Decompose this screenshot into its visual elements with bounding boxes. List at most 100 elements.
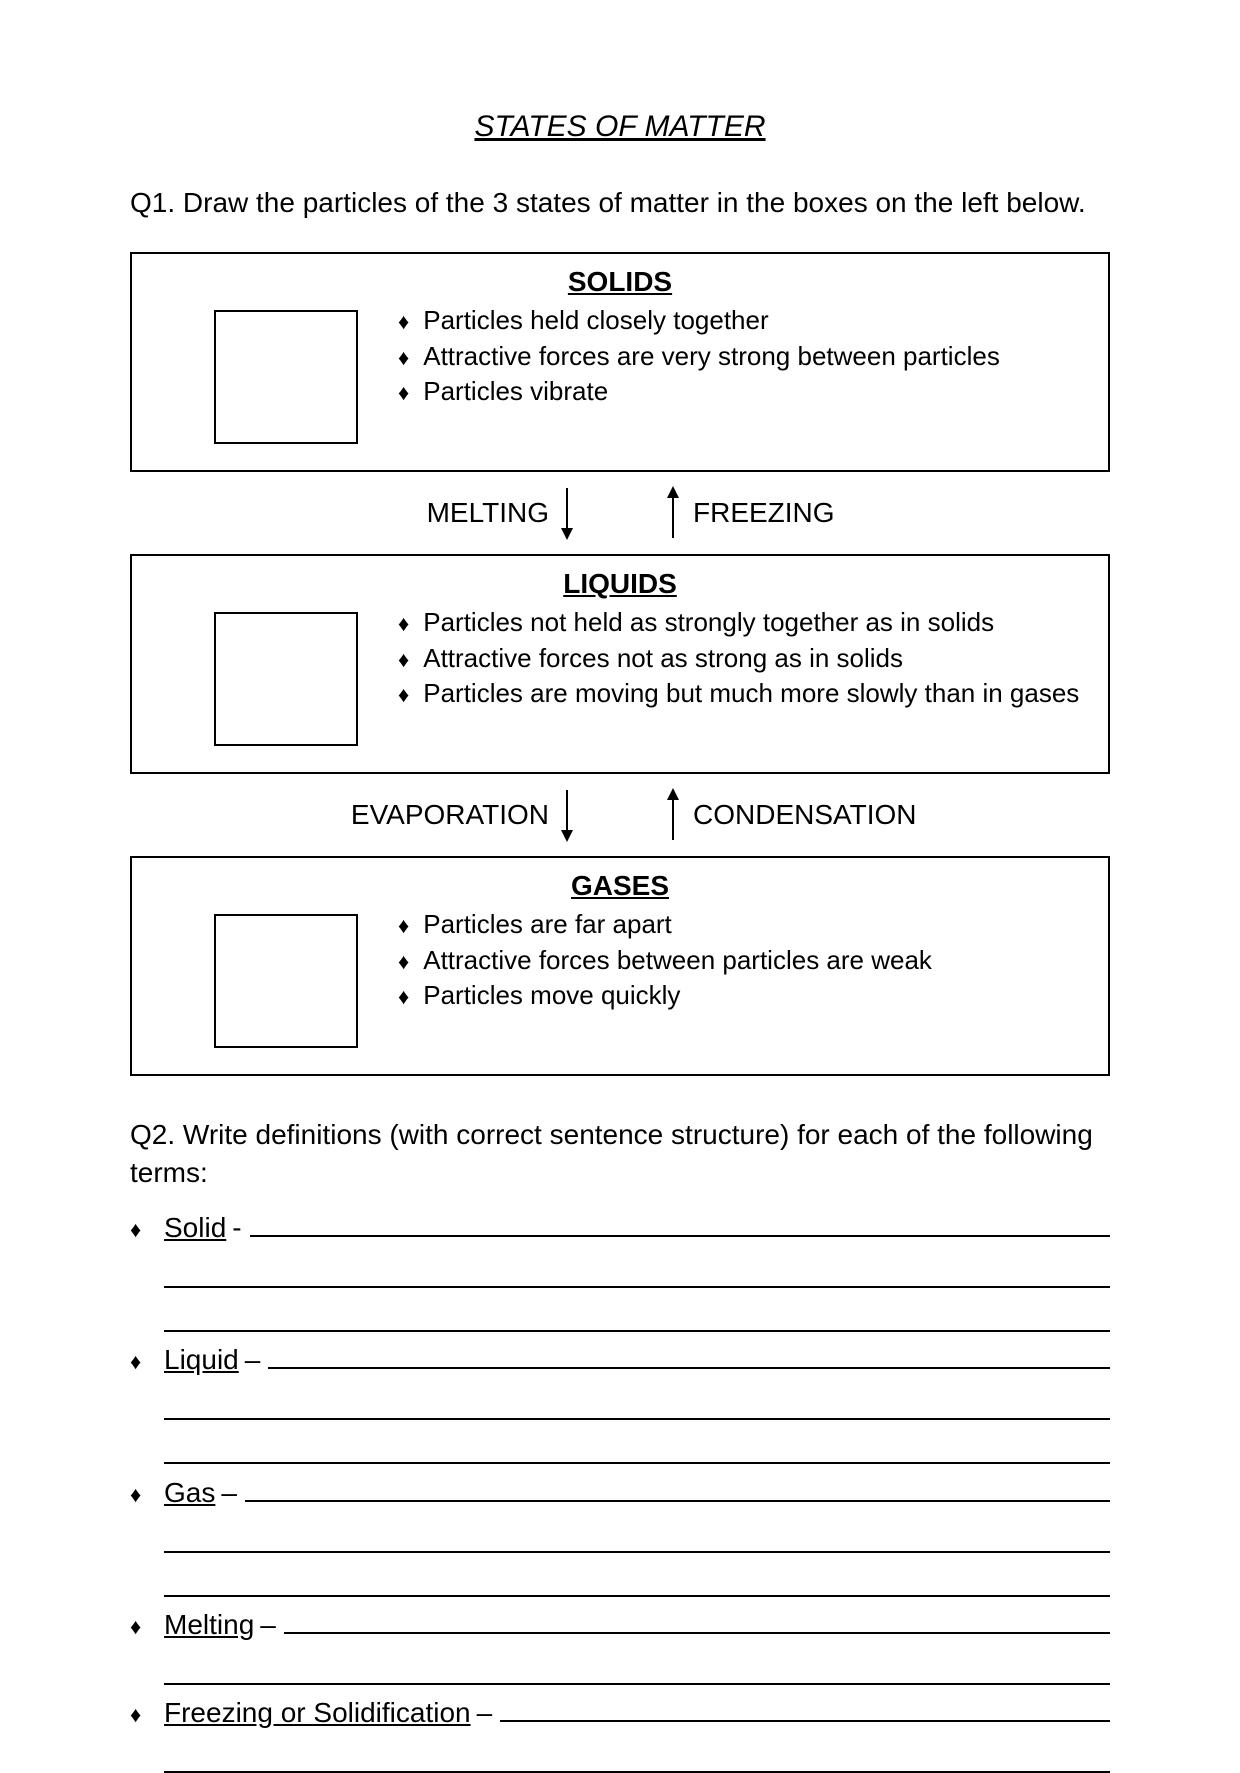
definition-term: Gas	[164, 1477, 215, 1509]
definition-separator: –	[221, 1477, 237, 1509]
definition-melting: ♦ Melting –	[130, 1603, 1110, 1685]
definition-term: Solid	[164, 1212, 226, 1244]
bullet-text: Attractive forces not as strong as in so…	[423, 642, 903, 676]
diamond-icon: ♦	[398, 645, 409, 676]
bullet-item: ♦ Particles held closely together	[398, 304, 1086, 338]
transition-freezing: FREEZING	[665, 486, 945, 540]
fill-line[interactable]	[164, 1384, 1110, 1420]
bullet-text: Attractive forces are very strong betwee…	[423, 340, 1000, 374]
transition-evaporation: EVAPORATION	[295, 788, 575, 842]
fill-line[interactable]	[164, 1649, 1110, 1685]
diamond-icon: ♦	[130, 1349, 164, 1375]
definition-liquid: ♦ Liquid –	[130, 1338, 1110, 1464]
definition-separator: –	[245, 1344, 261, 1376]
fill-line[interactable]	[164, 1296, 1110, 1332]
bullets-gases: ♦ Particles are far apart ♦ Attractive for…	[398, 906, 1086, 1015]
bullet-item: ♦ Particles move quickly	[398, 979, 1086, 1013]
fill-line[interactable]	[284, 1603, 1110, 1634]
fill-line[interactable]	[164, 1737, 1110, 1773]
bullet-item: ♦ Particles vibrate	[398, 375, 1086, 409]
transition-label: MELTING	[427, 497, 549, 529]
definition-separator: –	[477, 1697, 493, 1729]
state-box-gases: GASES ♦ Particles are far apart ♦ Attracti…	[130, 856, 1110, 1076]
diamond-icon: ♦	[130, 1702, 164, 1728]
transition-row-2: EVAPORATION CONDENSATION	[130, 774, 1110, 856]
transition-condensation: CONDENSATION	[665, 788, 945, 842]
fill-line[interactable]	[500, 1691, 1110, 1722]
fill-line[interactable]	[245, 1470, 1110, 1501]
bullet-text: Attractive forces between particles are …	[423, 944, 932, 978]
worksheet-page: STATES OF MATTER Q1. Draw the particles …	[0, 0, 1240, 1754]
draw-box-gases[interactable]	[214, 914, 358, 1048]
definition-line: ♦ Liquid –	[130, 1338, 1110, 1376]
transition-label: EVAPORATION	[351, 799, 549, 831]
state-box-solids: SOLIDS ♦ Particles held closely together …	[130, 252, 1110, 472]
diamond-icon: ♦	[398, 307, 409, 338]
arrow-down-icon	[559, 788, 575, 842]
definition-freezing: ♦ Freezing or Solidification –	[130, 1691, 1110, 1773]
bullet-item: ♦ Attractive forces are very strong betwe…	[398, 340, 1086, 374]
diamond-icon: ♦	[398, 609, 409, 640]
definition-line: ♦ Melting –	[130, 1603, 1110, 1641]
state-body-liquids: ♦ Particles not held as strongly together…	[154, 604, 1086, 754]
bullet-text: Particles vibrate	[423, 375, 608, 409]
state-body-solids: ♦ Particles held closely together ♦ Attrac…	[154, 302, 1086, 452]
bullet-text: Particles not held as strongly together …	[423, 606, 994, 640]
state-heading-liquids: LIQUIDS	[154, 568, 1086, 600]
bullet-item: ♦ Attractive forces not as strong as in s…	[398, 642, 1086, 676]
state-heading-gases: GASES	[154, 870, 1086, 902]
question-1: Q1. Draw the particles of the 3 states o…	[130, 184, 1110, 222]
state-box-liquids: LIQUIDS ♦ Particles not held as strongly …	[130, 554, 1110, 774]
arrow-up-icon	[665, 788, 681, 842]
bullet-item: ♦ Particles are moving but much more slow…	[398, 677, 1086, 711]
definition-solid: ♦ Solid -	[130, 1205, 1110, 1331]
fill-line[interactable]	[164, 1517, 1110, 1553]
definition-line: ♦ Solid -	[130, 1205, 1110, 1243]
state-body-gases: ♦ Particles are far apart ♦ Attractive for…	[154, 906, 1086, 1056]
fill-line[interactable]	[268, 1338, 1110, 1369]
arrow-up-icon	[665, 486, 681, 540]
diamond-icon: ♦	[398, 680, 409, 711]
diamond-icon: ♦	[130, 1217, 164, 1243]
diamond-icon: ♦	[398, 378, 409, 409]
definition-line: ♦ Gas –	[130, 1470, 1110, 1508]
definition-separator: –	[260, 1609, 276, 1641]
page-title: STATES OF MATTER	[130, 110, 1110, 144]
bullet-text: Particles are far apart	[423, 908, 672, 942]
draw-box-liquids[interactable]	[214, 612, 358, 746]
diamond-icon: ♦	[130, 1614, 164, 1640]
bullets-liquids: ♦ Particles not held as strongly together…	[398, 604, 1086, 713]
bullets-solids: ♦ Particles held closely together ♦ Attrac…	[398, 302, 1086, 411]
bullet-text: Particles move quickly	[423, 979, 680, 1013]
definition-line: ♦ Freezing or Solidification –	[130, 1691, 1110, 1729]
transition-melting: MELTING	[295, 486, 575, 540]
bullet-item: ♦ Particles are far apart	[398, 908, 1086, 942]
definitions-list: ♦ Solid - ♦ Liquid – ♦ Gas –	[130, 1205, 1110, 1773]
definition-term: Melting	[164, 1609, 254, 1641]
states-diagram: SOLIDS ♦ Particles held closely together …	[130, 252, 1110, 1076]
definition-term: Freezing or Solidification	[164, 1697, 471, 1729]
fill-line[interactable]	[250, 1205, 1110, 1236]
fill-line[interactable]	[164, 1561, 1110, 1597]
diamond-icon: ♦	[398, 947, 409, 978]
diamond-icon: ♦	[398, 343, 409, 374]
bullet-item: ♦ Attractive forces between particles are…	[398, 944, 1086, 978]
bullet-text: Particles held closely together	[423, 304, 768, 338]
transition-row-1: MELTING FREEZING	[130, 472, 1110, 554]
fill-line[interactable]	[164, 1252, 1110, 1288]
definition-separator: -	[232, 1212, 241, 1244]
draw-box-solids[interactable]	[214, 310, 358, 444]
arrow-down-icon	[559, 486, 575, 540]
diamond-icon: ♦	[398, 982, 409, 1013]
transition-label: CONDENSATION	[693, 799, 917, 831]
state-heading-solids: SOLIDS	[154, 266, 1086, 298]
question-2: Q2. Write definitions (with correct sent…	[130, 1116, 1110, 1192]
bullet-text: Particles are moving but much more slowl…	[423, 677, 1079, 711]
fill-line[interactable]	[164, 1428, 1110, 1464]
definition-term: Liquid	[164, 1344, 239, 1376]
definition-gas: ♦ Gas –	[130, 1470, 1110, 1596]
diamond-icon: ♦	[398, 911, 409, 942]
transition-label: FREEZING	[693, 497, 835, 529]
bullet-item: ♦ Particles not held as strongly together…	[398, 606, 1086, 640]
diamond-icon: ♦	[130, 1482, 164, 1508]
